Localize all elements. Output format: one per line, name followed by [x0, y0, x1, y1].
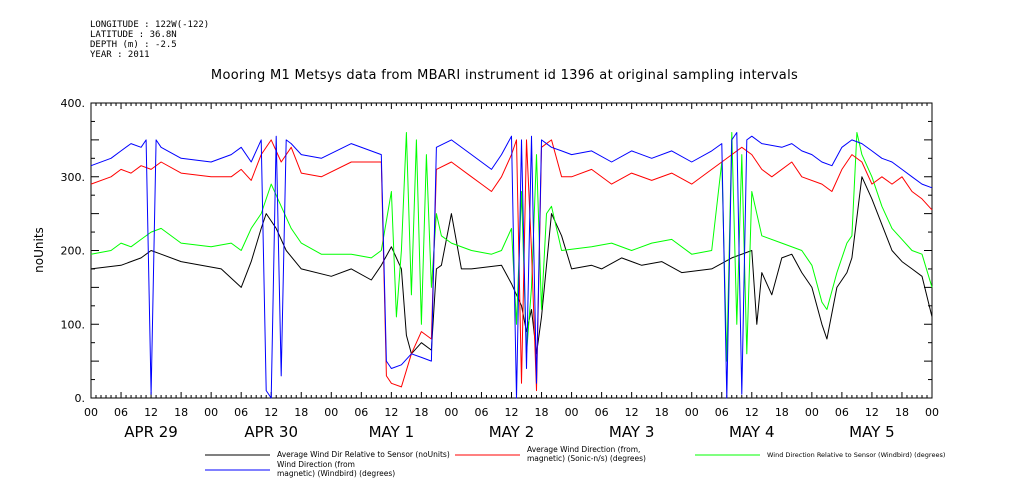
- x-tick-label: 18: [294, 406, 308, 419]
- legend-label-1: Average Wind Direction (from,: [527, 445, 640, 454]
- y-tick-label: 400.: [61, 97, 86, 110]
- x-tick-label: 06: [234, 406, 248, 419]
- x-tick-label: 00: [324, 406, 338, 419]
- x-tick-label: 00: [84, 406, 98, 419]
- y-tick-label: 0.: [75, 392, 86, 405]
- series-line-1: [90, 139, 933, 392]
- metadata-year: YEAR : 2011: [90, 50, 150, 60]
- x-tick-label: 12: [144, 406, 158, 419]
- day-label: APR 30: [244, 423, 298, 441]
- legend-label-0: Average Wind Dir Relative to Sensor (noU…: [277, 450, 450, 459]
- chart-title: Mooring M1 Metsys data from MBARI instru…: [210, 68, 799, 83]
- day-label: MAY 2: [489, 423, 535, 441]
- legend-label-3: Wind Direction (from: [277, 460, 355, 469]
- legend-label-1: magnetic) (Sonic-n/s) (degrees): [527, 454, 646, 463]
- x-tick-label: 00: [204, 406, 218, 419]
- series-line-3: [90, 132, 933, 399]
- series-line-2: [90, 132, 933, 362]
- x-tick-label: 06: [474, 406, 488, 419]
- day-label: MAY 1: [369, 423, 415, 441]
- x-tick-label: 06: [114, 406, 128, 419]
- x-tick-label: 06: [835, 406, 849, 419]
- y-tick-label: 100.: [61, 318, 86, 331]
- day-label: MAY 4: [729, 423, 775, 441]
- x-tick-label: 00: [685, 406, 699, 419]
- day-label: MAY 3: [609, 423, 655, 441]
- x-tick-label: 00: [444, 406, 458, 419]
- day-label: APR 29: [124, 423, 178, 441]
- x-tick-label: 00: [565, 406, 579, 419]
- x-tick-label: 12: [505, 406, 519, 419]
- x-tick-label: 18: [775, 406, 789, 419]
- metadata-latitude: LATITUDE : 36.8N: [90, 30, 177, 40]
- x-tick-label: 06: [715, 406, 729, 419]
- metadata-depth: DEPTH (m) : -2.5: [90, 40, 177, 50]
- legend-label-2: Wind Direction Relative to Sensor (Windb…: [767, 451, 945, 459]
- x-tick-label: 12: [264, 406, 278, 419]
- x-tick-label: 12: [384, 406, 398, 419]
- metadata-block: LONGITUDE : 122W(-122) LATITUDE : 36.8N …: [90, 20, 209, 60]
- x-tick-label: 18: [535, 406, 549, 419]
- x-tick-label: 00: [805, 406, 819, 419]
- x-tick-label: 12: [625, 406, 639, 419]
- x-tick-label: 18: [895, 406, 909, 419]
- x-tick-label: 06: [354, 406, 368, 419]
- x-tick-label: 18: [655, 406, 669, 419]
- metadata-longitude: LONGITUDE : 122W(-122): [90, 20, 210, 30]
- y-axis-label: noUnits: [32, 227, 46, 273]
- x-tick-label: 12: [865, 406, 879, 419]
- series-line-0: [90, 176, 933, 355]
- y-tick-label: 300.: [61, 171, 86, 184]
- x-tick-label: 18: [414, 406, 428, 419]
- legend-label-3: magnetic) (Windbird) (degrees): [277, 469, 395, 478]
- x-tick-label: 06: [595, 406, 609, 419]
- day-label: MAY 5: [849, 423, 895, 441]
- x-tick-label: 12: [745, 406, 759, 419]
- y-tick-label: 200.: [61, 245, 86, 258]
- x-tick-label: 00: [925, 406, 939, 419]
- x-tick-label: 18: [174, 406, 188, 419]
